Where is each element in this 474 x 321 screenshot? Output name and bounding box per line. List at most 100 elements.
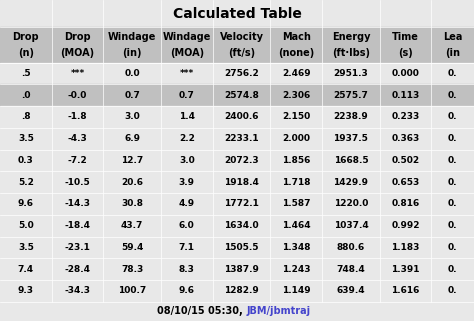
Text: 1220.0: 1220.0: [334, 199, 368, 208]
Text: 1.616: 1.616: [392, 286, 420, 295]
Text: -4.3: -4.3: [68, 134, 87, 143]
Text: -28.4: -28.4: [64, 265, 91, 273]
Text: (none): (none): [278, 48, 314, 58]
Text: 0.0: 0.0: [124, 69, 140, 78]
Text: 5.2: 5.2: [18, 178, 34, 187]
Text: JBM/jbmtraj: JBM/jbmtraj: [246, 306, 310, 317]
Bar: [0, 171, 474, 193]
Text: 1.856: 1.856: [282, 156, 310, 165]
Bar: [0, 150, 474, 171]
Text: (n): (n): [18, 48, 34, 58]
Text: 880.6: 880.6: [337, 243, 365, 252]
Text: 2.306: 2.306: [282, 91, 310, 100]
Text: ***: ***: [70, 69, 84, 78]
Text: -34.3: -34.3: [64, 286, 91, 295]
Text: 1.587: 1.587: [282, 199, 310, 208]
Text: 0.816: 0.816: [392, 199, 420, 208]
Text: 3.5: 3.5: [18, 134, 34, 143]
Text: 9.3: 9.3: [18, 286, 34, 295]
Text: (ft/s): (ft/s): [228, 48, 255, 58]
Text: 5.0: 5.0: [18, 221, 34, 230]
Text: Windage: Windage: [108, 32, 156, 42]
Text: 1.183: 1.183: [392, 243, 420, 252]
Text: 2574.8: 2574.8: [224, 91, 259, 100]
Text: 1037.4: 1037.4: [334, 221, 368, 230]
Text: 1772.1: 1772.1: [224, 199, 259, 208]
Bar: [0, 0, 474, 27]
Bar: [0, 258, 474, 280]
Text: 78.3: 78.3: [121, 265, 143, 273]
Text: 1387.9: 1387.9: [224, 265, 259, 273]
Text: Drop: Drop: [64, 32, 91, 42]
Text: (in: (in: [445, 48, 460, 58]
Text: 1918.4: 1918.4: [224, 178, 259, 187]
Text: 0.3: 0.3: [18, 156, 34, 165]
Text: 0.: 0.: [448, 221, 457, 230]
Text: 0.000: 0.000: [392, 69, 419, 78]
Text: 6.9: 6.9: [124, 134, 140, 143]
Text: 0.: 0.: [448, 69, 457, 78]
Text: 9.6: 9.6: [179, 286, 195, 295]
Text: 748.4: 748.4: [337, 265, 365, 273]
Text: 2.150: 2.150: [282, 112, 310, 121]
Text: (MOA): (MOA): [60, 48, 94, 58]
Text: 7.1: 7.1: [179, 243, 195, 252]
Text: 3.0: 3.0: [179, 156, 195, 165]
Text: 6.0: 6.0: [179, 221, 195, 230]
Text: 0.363: 0.363: [392, 134, 420, 143]
Text: 2575.7: 2575.7: [334, 91, 368, 100]
Text: 0.113: 0.113: [392, 91, 420, 100]
Text: 639.4: 639.4: [337, 286, 365, 295]
Text: Time: Time: [392, 32, 419, 42]
Text: 4.9: 4.9: [179, 199, 195, 208]
Text: 3.9: 3.9: [179, 178, 195, 187]
Text: 1937.5: 1937.5: [334, 134, 368, 143]
Text: 1.4: 1.4: [179, 112, 195, 121]
Text: 0.: 0.: [448, 243, 457, 252]
Text: (s): (s): [398, 48, 413, 58]
Text: (in): (in): [122, 48, 142, 58]
Text: 0.: 0.: [448, 178, 457, 187]
Text: 59.4: 59.4: [121, 243, 143, 252]
Text: ***: ***: [180, 69, 194, 78]
Text: 1668.5: 1668.5: [334, 156, 368, 165]
Text: -1.8: -1.8: [68, 112, 87, 121]
Text: 0.653: 0.653: [392, 178, 420, 187]
Text: (ft·lbs): (ft·lbs): [332, 48, 370, 58]
Text: 0.992: 0.992: [392, 221, 420, 230]
Text: 1.243: 1.243: [282, 265, 310, 273]
Text: .5: .5: [21, 69, 31, 78]
Text: 1.464: 1.464: [282, 221, 310, 230]
Text: -18.4: -18.4: [64, 221, 91, 230]
Text: 1634.0: 1634.0: [224, 221, 259, 230]
Text: 2238.9: 2238.9: [334, 112, 368, 121]
Text: 0.: 0.: [448, 286, 457, 295]
Text: 1.149: 1.149: [282, 286, 310, 295]
Text: 08/10/15 05:30,: 08/10/15 05:30,: [157, 306, 246, 317]
Text: Windage: Windage: [163, 32, 211, 42]
Text: .0: .0: [21, 91, 31, 100]
Text: .8: .8: [21, 112, 31, 121]
Text: 0.233: 0.233: [392, 112, 420, 121]
Text: 1282.9: 1282.9: [224, 286, 259, 295]
Text: 0.: 0.: [448, 134, 457, 143]
Text: 2756.2: 2756.2: [224, 69, 259, 78]
Text: 2.469: 2.469: [282, 69, 310, 78]
Text: Drop: Drop: [12, 32, 39, 42]
Text: 100.7: 100.7: [118, 286, 146, 295]
Text: Velocity: Velocity: [219, 32, 264, 42]
Bar: [0, 27, 474, 63]
Text: Energy: Energy: [332, 32, 370, 42]
Text: 3.0: 3.0: [124, 112, 140, 121]
Text: (MOA): (MOA): [170, 48, 204, 58]
Text: 0.: 0.: [448, 91, 457, 100]
Text: 2233.1: 2233.1: [224, 134, 259, 143]
Text: 0.: 0.: [448, 265, 457, 273]
Text: -23.1: -23.1: [64, 243, 91, 252]
Text: 0.: 0.: [448, 199, 457, 208]
Text: 8.3: 8.3: [179, 265, 195, 273]
Bar: [0, 63, 474, 84]
Text: Mach: Mach: [282, 32, 310, 42]
Text: 1.391: 1.391: [392, 265, 420, 273]
Text: 2.2: 2.2: [179, 134, 195, 143]
